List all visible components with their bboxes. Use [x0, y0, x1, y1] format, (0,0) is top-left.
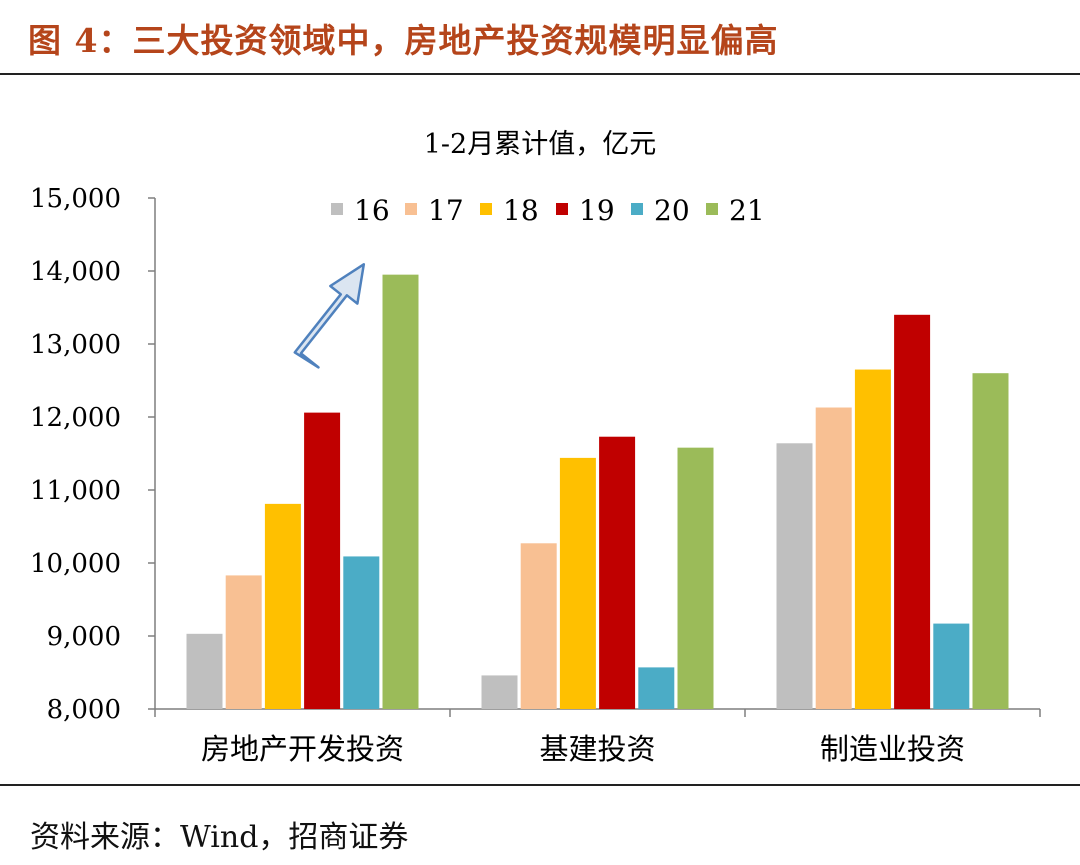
figure-title: 图 4：三大投资领域中，房地产投资规模明显偏高	[28, 21, 779, 60]
legend-label-16: 16	[354, 194, 390, 227]
bar-17-0	[225, 575, 262, 709]
legend-swatch-20	[631, 203, 643, 215]
bar-19-1	[599, 436, 636, 709]
y-tick-label: 14,000	[30, 257, 121, 287]
bar-chart: 1-2月累计值，亿元 8,000 9,000 10,000 11,000 12,000 1…	[30, 129, 1041, 766]
legend-label-18: 18	[503, 194, 539, 227]
legend: 16 17 18 19 20 21	[331, 194, 765, 227]
bar-20-2	[933, 623, 970, 709]
bar-19-0	[304, 412, 341, 709]
bottom-rule	[0, 784, 1080, 786]
legend-label-19: 19	[579, 194, 615, 227]
legend-label-21: 21	[729, 194, 765, 227]
x-axis: 房地产开发投资 基建投资 制造业投资	[154, 708, 1041, 766]
category-label: 基建投资	[539, 732, 655, 766]
y-tick-label: 10,000	[30, 549, 121, 579]
bar-16-1	[481, 675, 518, 709]
y-tick-label: 8,000	[47, 695, 121, 725]
y-tick-label: 12,000	[30, 403, 121, 433]
y-tick-label: 11,000	[30, 476, 121, 506]
category-label: 制造业投资	[820, 732, 965, 766]
legend-swatch-16	[331, 203, 343, 215]
y-tick-label: 15,000	[30, 184, 121, 214]
legend-swatch-19	[556, 203, 568, 215]
source-note: 资料来源：Wind，招商证券	[30, 820, 409, 855]
bar-18-0	[264, 503, 301, 709]
y-tick-label: 13,000	[30, 330, 121, 360]
bar-21-2	[972, 373, 1009, 709]
bar-16-0	[186, 633, 223, 709]
bar-20-0	[343, 556, 380, 709]
bar-18-2	[854, 369, 891, 709]
bar-21-0	[382, 274, 419, 709]
y-tick-label: 9,000	[47, 622, 121, 652]
legend-label-20: 20	[654, 194, 690, 227]
bar-18-1	[559, 457, 596, 709]
bar-17-1	[520, 543, 557, 709]
bar-16-2	[776, 443, 813, 709]
bar-19-2	[894, 314, 931, 709]
chart-subtitle: 1-2月累计值，亿元	[424, 129, 656, 160]
legend-swatch-18	[480, 203, 492, 215]
up-arrow-icon	[293, 263, 366, 369]
category-label: 房地产开发投资	[201, 732, 404, 766]
bar-21-1	[677, 447, 714, 709]
y-axis: 8,000 9,000 10,000 11,000 12,000 13,000 14,000…	[30, 184, 156, 725]
arrow-annotation	[293, 263, 366, 369]
bar-17-2	[815, 407, 852, 709]
legend-swatch-17	[405, 203, 417, 215]
legend-label-17: 17	[428, 194, 464, 227]
bar-20-1	[638, 667, 675, 709]
legend-swatch-21	[706, 203, 718, 215]
top-rule	[0, 73, 1080, 75]
bars	[186, 274, 1009, 709]
